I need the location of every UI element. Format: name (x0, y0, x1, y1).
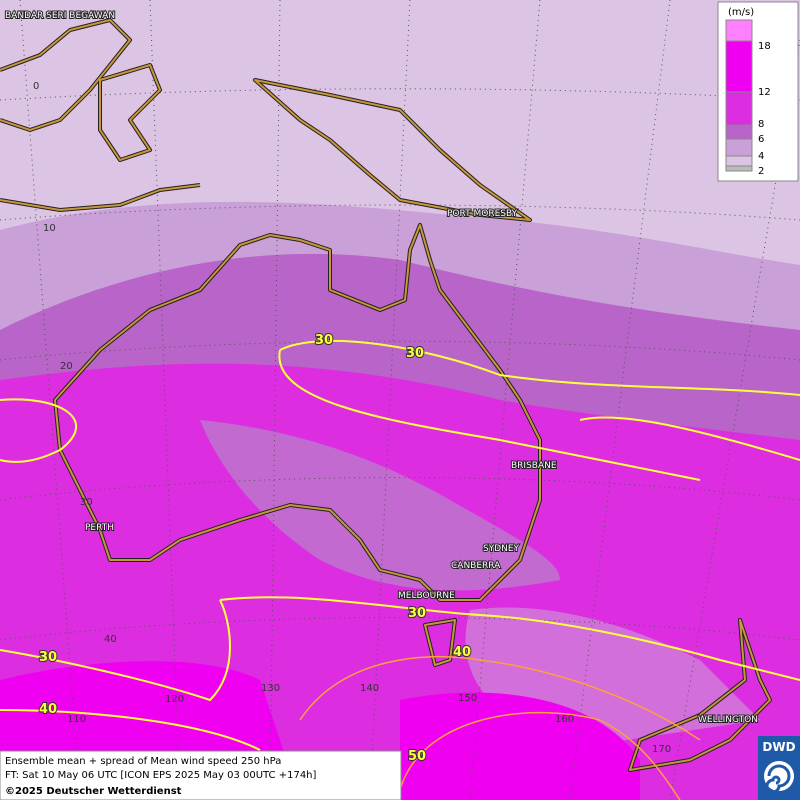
contour-label: 40 (39, 702, 57, 717)
footer-forecast-time: FT: Sat 10 May 06 UTC [ICON EPS 2025 May… (5, 770, 317, 781)
contour-labels: 30 30 30 30 40 40 50 (38, 332, 472, 765)
latitude-label: 30 (80, 497, 93, 508)
legend-level: 2 (758, 166, 764, 177)
logo-text: DWD (762, 740, 795, 754)
longitude-label: 140 (360, 683, 379, 694)
spread-patch (400, 692, 640, 800)
legend-level: 18 (758, 41, 771, 52)
footer-box (0, 750, 402, 801)
city-label: MELBOURNE (398, 591, 455, 601)
footer: Ensemble mean + spread of Mean wind spee… (0, 750, 402, 801)
legend-level: 6 (758, 134, 764, 145)
legend-swatch (725, 40, 753, 93)
city-label: BANDAR SERI BEGAWAN (5, 11, 115, 21)
longitude-label: 170 (652, 744, 671, 755)
longitude-label: 150 (458, 693, 477, 704)
isotach (0, 339, 800, 751)
contour-label: 50 (408, 749, 426, 764)
dwd-logo: DWD (758, 736, 800, 800)
legend-swatch (725, 124, 753, 140)
footer-title: Ensemble mean + spread of Mean wind spee… (5, 756, 281, 767)
latitude-label: 20 (60, 361, 73, 372)
longitude-label: 160 (555, 714, 574, 725)
legend-level: 8 (758, 119, 764, 130)
city-label: SYDNEY (483, 544, 520, 554)
legend-swatch (725, 155, 753, 167)
logo-swirl (765, 764, 791, 794)
latitude-label: 0 (33, 81, 39, 92)
contour-label: 30 (315, 333, 333, 348)
longitude-label: 110 (67, 714, 86, 725)
city-label: WELLINGTON (698, 715, 758, 725)
legend-unit: (m/s) (728, 7, 754, 18)
isotach (299, 655, 701, 801)
legend-swatch (725, 91, 753, 126)
city-label: CANBERRA (451, 561, 501, 571)
contour-label: 30 (408, 606, 426, 621)
legend: (m/s) 2 4 6 8 12 18 (717, 1, 799, 182)
legend-swatch (725, 19, 753, 42)
footer-copyright: ©2025 Deutscher Wetterdienst (5, 786, 182, 797)
coastline (0, 18, 772, 772)
city-label: PERTH (85, 523, 114, 533)
longitude-label: 130 (261, 683, 280, 694)
city-label: BRISBANE (511, 461, 557, 471)
longitude-label: 120 (165, 694, 184, 705)
legend-level: 4 (758, 151, 764, 162)
legend-level: 12 (758, 87, 771, 98)
spread-patch (200, 420, 560, 591)
legend-swatch (725, 138, 753, 157)
contour-label: 30 (406, 346, 424, 361)
longitude-labels: 110 120 130 140 150 160 170 (67, 683, 671, 755)
city-labels: BANDAR SERI BEGAWAN PORT MORESBY BRISBAN… (4, 10, 759, 726)
latitude-labels: 0 10 20 30 40 (33, 81, 117, 645)
latitude-label: 40 (104, 634, 117, 645)
latitude-label: 10 (43, 223, 56, 234)
city-label: PORT MORESBY (447, 209, 518, 219)
contour-label: 40 (453, 645, 471, 660)
contour-label: 30 (39, 650, 57, 665)
legend-swatch (725, 165, 753, 172)
